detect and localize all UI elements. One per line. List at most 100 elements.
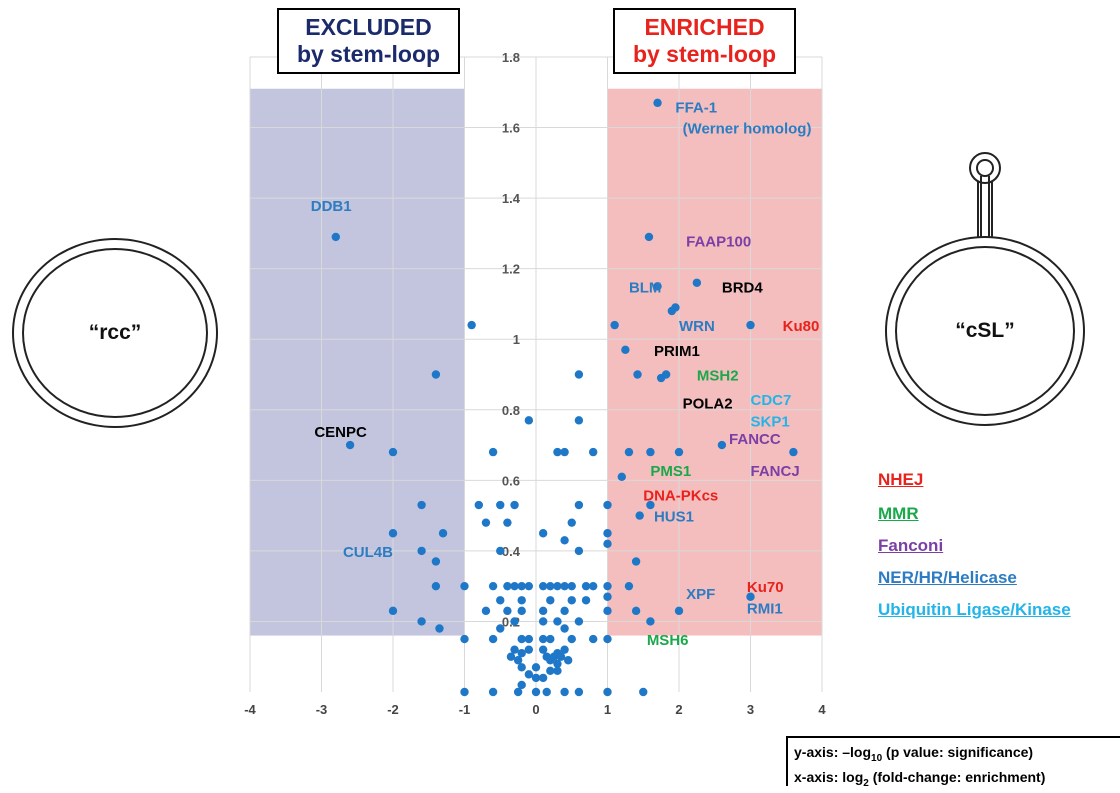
data-point xyxy=(538,581,548,591)
y-tick-label: 1 xyxy=(513,332,520,347)
data-point xyxy=(560,536,569,545)
enriched-title: ENRICHED xyxy=(644,14,765,40)
csl-circle-diagram: “cSL” xyxy=(885,236,1085,426)
data-point xyxy=(589,581,598,591)
data-point xyxy=(517,634,526,644)
data-point xyxy=(746,592,755,601)
point-label: Ku70 xyxy=(747,579,784,596)
data-point xyxy=(646,500,655,510)
enriched-title-box: ENRICHED by stem-loop xyxy=(613,8,796,74)
data-point xyxy=(653,282,662,291)
axis-note-box: y-axis: –log10 (p value: significance) x… xyxy=(786,736,1120,789)
data-point xyxy=(438,529,448,538)
data-point xyxy=(542,687,551,697)
data-point xyxy=(510,581,519,591)
point-label: Ku80 xyxy=(783,318,820,335)
data-point xyxy=(546,581,555,591)
legend-fanconi: Fanconi xyxy=(878,536,944,555)
y-tick-label: 1.6 xyxy=(502,121,520,136)
point-label: FANCJ xyxy=(751,463,800,480)
data-point xyxy=(567,634,576,644)
stem-loop-icon xyxy=(969,152,1001,250)
data-point xyxy=(553,617,562,626)
data-point xyxy=(581,581,591,591)
data-point xyxy=(560,447,569,457)
data-point xyxy=(517,581,526,591)
x-tick-label: -4 xyxy=(244,702,256,717)
point-label: BLM xyxy=(629,279,662,296)
point-label: FFA-1 xyxy=(675,99,717,116)
data-point xyxy=(431,581,441,591)
data-point xyxy=(388,529,398,538)
data-point xyxy=(603,581,612,591)
data-point xyxy=(674,447,684,457)
data-point xyxy=(503,581,512,591)
y-tick-label: 0.4 xyxy=(502,544,521,559)
point-label: DNA-PKcs xyxy=(643,487,718,504)
y-tick-label: 1.4 xyxy=(502,191,521,206)
data-point xyxy=(633,370,642,379)
data-point xyxy=(574,370,584,379)
data-point xyxy=(567,518,576,527)
excluded-region xyxy=(250,88,465,636)
x-tick-label: 4 xyxy=(818,702,826,717)
data-point xyxy=(603,592,612,601)
data-point xyxy=(481,518,491,527)
data-point xyxy=(431,370,441,379)
x-tick-label: 1 xyxy=(604,702,611,717)
data-point xyxy=(661,370,671,379)
x-tick-label: 3 xyxy=(747,702,754,717)
data-point xyxy=(531,663,541,672)
data-point xyxy=(603,634,612,644)
data-point xyxy=(574,416,584,425)
excluded-title-box: EXCLUDED by stem-loop xyxy=(277,8,460,74)
point-label: HUS1 xyxy=(654,509,694,526)
data-point xyxy=(746,320,755,330)
data-point xyxy=(417,500,426,510)
point-label: BRD4 xyxy=(722,279,763,296)
data-point xyxy=(610,320,619,330)
y-tick-label: 1.8 xyxy=(502,50,520,65)
data-point xyxy=(560,624,569,633)
data-point xyxy=(496,596,505,605)
point-label: FAAP100 xyxy=(686,233,751,250)
data-point xyxy=(546,666,555,676)
data-point xyxy=(789,447,798,457)
data-point xyxy=(488,634,498,644)
rcc-inner-ring xyxy=(22,248,208,418)
point-label: CUL4B xyxy=(343,544,393,561)
csl-inner-ring xyxy=(895,246,1075,416)
enriched-subtitle: by stem-loop xyxy=(632,41,777,67)
data-point xyxy=(603,687,612,697)
data-point xyxy=(603,529,612,538)
data-point xyxy=(496,624,505,633)
point-label: (Werner homolog) xyxy=(683,121,812,138)
point-label: PMS1 xyxy=(650,463,691,480)
data-point xyxy=(538,634,548,644)
data-point xyxy=(567,596,576,605)
data-point xyxy=(388,447,398,457)
data-point xyxy=(589,634,598,644)
data-point xyxy=(388,606,398,616)
data-point xyxy=(674,606,684,616)
data-point xyxy=(531,673,541,683)
legend-mmr: MMR xyxy=(878,504,919,523)
point-label: WRN xyxy=(679,318,715,335)
data-point xyxy=(517,606,526,616)
data-point xyxy=(460,687,469,697)
point-label: POLA2 xyxy=(683,396,733,413)
data-point xyxy=(646,447,655,457)
y-tick-label: 1.2 xyxy=(502,262,520,277)
x-tick-label: -3 xyxy=(316,702,328,717)
data-point xyxy=(524,634,534,644)
point-label: DDB1 xyxy=(311,198,352,215)
data-point xyxy=(513,687,523,697)
rcc-circle-diagram: “rcc” xyxy=(12,238,218,428)
data-point xyxy=(553,581,562,591)
y-axis-note: y-axis: –log10 (p value: significance) xyxy=(794,744,1034,764)
data-point xyxy=(467,320,476,330)
point-label: CENPC xyxy=(314,424,367,441)
excluded-title: EXCLUDED xyxy=(305,14,432,40)
